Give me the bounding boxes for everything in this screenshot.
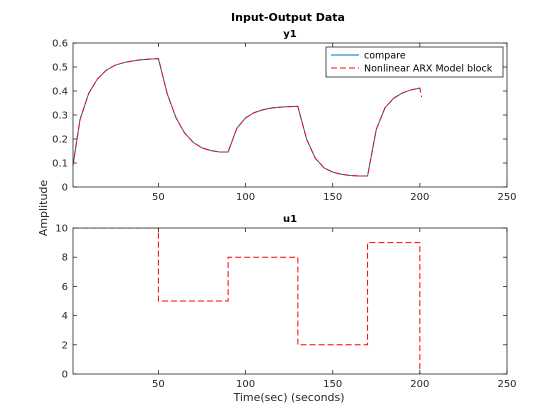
plot-area bbox=[73, 228, 507, 374]
legend-label: Nonlinear ARX Model block bbox=[364, 64, 493, 75]
x-tick-label: 150 bbox=[323, 192, 342, 203]
subplot-title: y1 bbox=[283, 29, 297, 40]
legend: compare Nonlinear ARX Model block bbox=[325, 46, 504, 78]
shared-y-axis-label: Amplitude bbox=[37, 180, 50, 237]
shared-x-axis-label: Time(sec) (seconds) bbox=[232, 391, 344, 404]
y-tick-label: 0.4 bbox=[52, 87, 68, 98]
x-tick-label: 50 bbox=[152, 192, 165, 203]
x-tick-label: 50 bbox=[152, 379, 165, 390]
y-tick-label: 0.2 bbox=[52, 135, 68, 146]
u1-axes: 50 100 150 200 250 0 2 4 6 8 10 u1 bbox=[55, 214, 516, 390]
y-tick-label: 0.3 bbox=[52, 111, 68, 122]
y-tick-label: 4 bbox=[62, 311, 68, 322]
y-tick-label: 0.1 bbox=[52, 159, 68, 170]
y1-axes: 50 100 150 200 250 0 0.1 0.2 0.3 0.4 0.5 0.6 y1 compa… bbox=[52, 29, 516, 203]
y-tick-label: 6 bbox=[62, 282, 68, 293]
legend-box bbox=[325, 46, 504, 78]
y-tick-label: 8 bbox=[62, 253, 68, 264]
x-tick-label: 100 bbox=[236, 379, 255, 390]
x-tick-label: 200 bbox=[410, 192, 429, 203]
x-tick-label: 250 bbox=[497, 379, 516, 390]
y-tick-label: 0 bbox=[62, 183, 68, 194]
figure-title: Input-Output Data bbox=[231, 11, 345, 24]
subplot-title: u1 bbox=[283, 214, 297, 225]
x-tick-label: 200 bbox=[410, 379, 429, 390]
series-group bbox=[73, 58, 423, 177]
series-line-model bbox=[73, 58, 423, 177]
legend-label: compare bbox=[364, 51, 406, 62]
y-tick-label: 2 bbox=[62, 340, 68, 351]
y-tick-label: 0.6 bbox=[52, 39, 68, 50]
y-tick-label: 0 bbox=[62, 370, 68, 381]
y-tick-label: 10 bbox=[55, 224, 68, 235]
x-tick-label: 250 bbox=[497, 192, 516, 203]
axes-box bbox=[72, 227, 508, 375]
x-tick-label: 150 bbox=[323, 379, 342, 390]
x-tick-label: 100 bbox=[236, 192, 255, 203]
y-tick-label: 0.5 bbox=[52, 63, 68, 74]
